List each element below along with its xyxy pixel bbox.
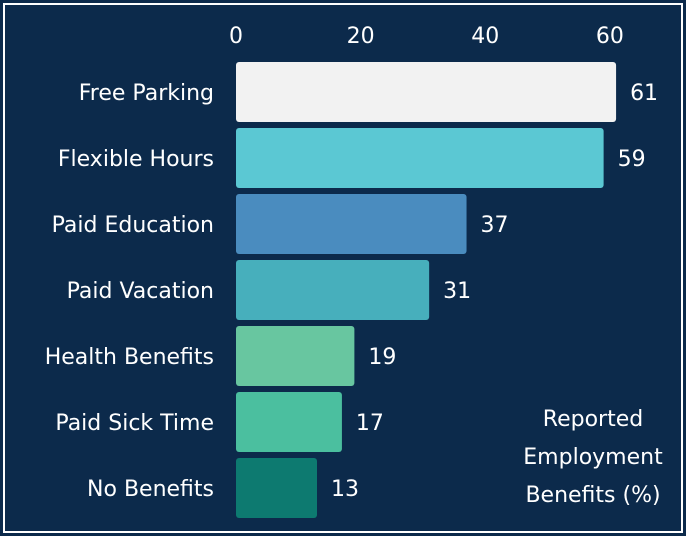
x-tick-label: 20 [347,24,375,49]
bar [236,128,604,188]
bar [236,260,430,320]
y-tick-label: No Benefits [87,477,214,502]
bar [236,326,355,386]
y-tick-label: Flexible Hours [58,147,214,172]
y-tick-label: Paid Vacation [67,279,214,304]
x-tick-label: 0 [229,24,243,49]
value-label: 17 [356,411,384,436]
y-tick-label: Health Benefits [45,345,214,370]
y-tick-label: Paid Sick Time [55,411,214,436]
chart-title: Reported Employment Benefits (%) [523,407,663,508]
bar [236,194,467,254]
value-label: 31 [443,279,471,304]
y-tick-label: Paid Education [52,213,214,238]
x-tick-label: 60 [596,24,624,49]
x-tick-label: 40 [471,24,499,49]
frame [3,3,683,533]
value-label: 61 [630,81,658,106]
y-tick-label: Free Parking [79,81,214,106]
value-label: 19 [368,345,396,370]
bar [236,392,342,452]
value-label: 37 [481,213,509,238]
value-label: 13 [331,477,359,502]
bar [236,62,617,122]
value-label: 59 [618,147,646,172]
bar [236,458,317,518]
